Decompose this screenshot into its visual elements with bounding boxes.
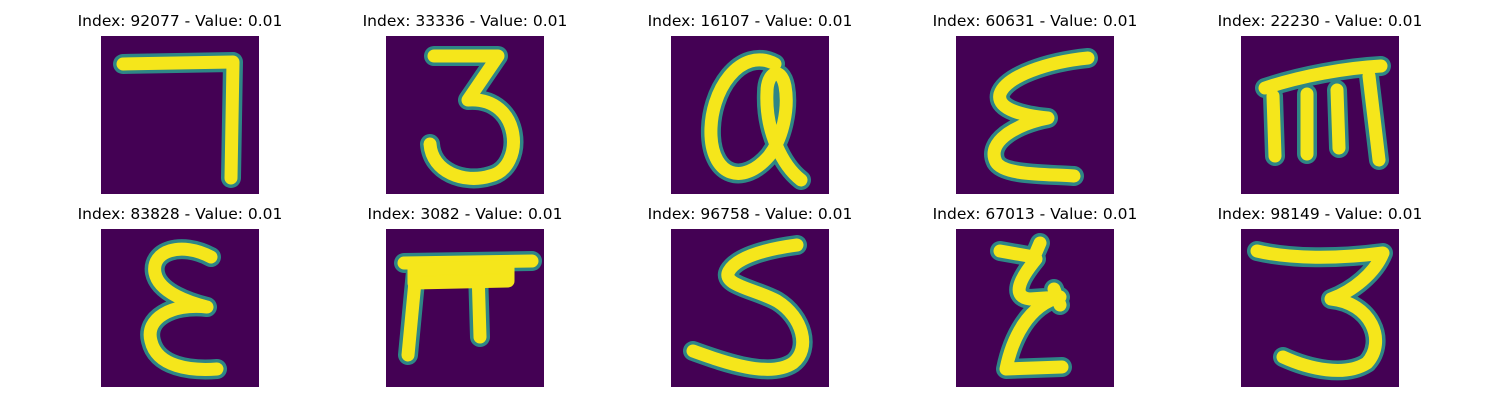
glyph-image: [956, 36, 1114, 194]
panel-9: Index: 67013 - Value: 0.01: [925, 203, 1145, 387]
glyph-image: [1241, 229, 1399, 387]
glyph-image: [956, 229, 1114, 387]
panel-1: Index: 92077 - Value: 0.01: [70, 10, 290, 194]
glyph-image: [1241, 36, 1399, 194]
panel-8: Index: 96758 - Value: 0.01: [640, 203, 860, 387]
panel-title: Index: 67013 - Value: 0.01: [932, 205, 1138, 223]
glyph-xi: [990, 233, 1072, 379]
panel-title: Index: 16107 - Value: 0.01: [647, 12, 853, 30]
panel-3: Index: 16107 - Value: 0.01: [640, 10, 860, 194]
glyph-a: [700, 49, 811, 190]
glyph-image: [671, 36, 829, 194]
panel-title: Index: 60631 - Value: 0.01: [932, 12, 1138, 30]
panel-7: Index: 3082 - Value: 0.01: [355, 203, 575, 387]
panel-5: Index: 22230 - Value: 0.01: [1210, 10, 1430, 194]
panel-title: Index: 96758 - Value: 0.01: [647, 205, 853, 223]
panel-2: Index: 33336 - Value: 0.01: [355, 10, 575, 194]
panel-title: Index: 92077 - Value: 0.01: [77, 12, 283, 30]
panel-10: Index: 98149 - Value: 0.01: [1210, 203, 1430, 387]
glyph-image: [101, 36, 259, 194]
panel-title: Index: 22230 - Value: 0.01: [1217, 12, 1423, 30]
panel-4: Index: 60631 - Value: 0.01: [925, 10, 1145, 194]
glyph-five: [683, 235, 813, 380]
glyph-image: [386, 36, 544, 194]
panel-title: Index: 98149 - Value: 0.01: [1217, 205, 1423, 223]
glyph-seven: [113, 52, 243, 188]
glyph-epsilon: [140, 239, 227, 380]
glyph-image: [101, 229, 259, 387]
glyph-m: [1255, 56, 1391, 170]
glyph-image: [386, 229, 544, 387]
glyph-pi: [394, 251, 542, 365]
glyph-epsilon: [984, 48, 1098, 186]
panel-title: Index: 3082 - Value: 0.01: [367, 205, 563, 223]
glyph-three: [1247, 241, 1393, 381]
glyph-three: [420, 46, 524, 189]
panel-title: Index: 33336 - Value: 0.01: [362, 12, 568, 30]
panel-6: Index: 83828 - Value: 0.01: [70, 203, 290, 387]
panel-title: Index: 83828 - Value: 0.01: [77, 205, 283, 223]
glyph-image: [671, 229, 829, 387]
